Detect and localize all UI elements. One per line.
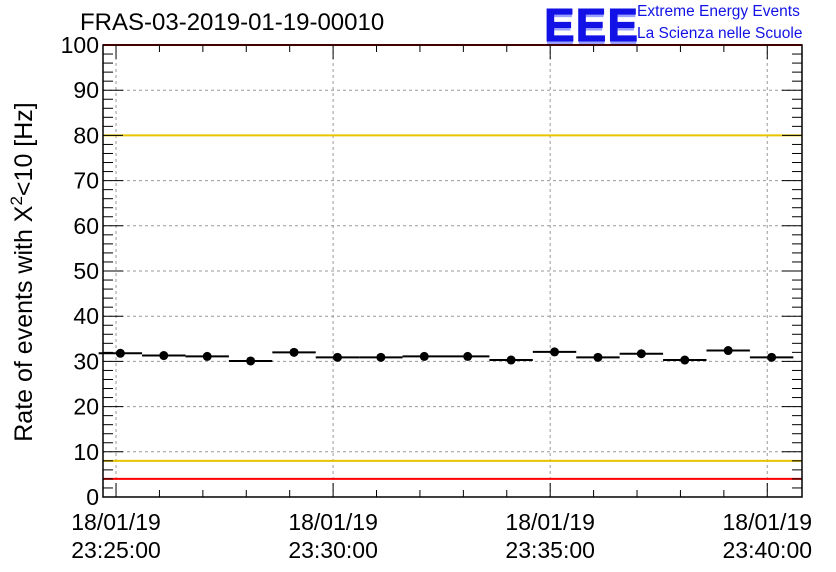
x-tick-date-label: 18/01/19 [288,509,378,535]
x-tick-time-label: 23:30:00 [288,537,378,563]
y-tick-label: 0 [86,484,99,510]
logo-subtitle-2: La Scienza nelle Scuole [637,25,803,42]
reference-lines [103,44,802,480]
y-tick-label: 100 [61,32,99,58]
y-tick-label: 50 [73,258,99,284]
data-point [723,346,733,356]
y-tick-label: 10 [73,439,99,465]
data-point [202,351,212,361]
y-tick-label: 70 [73,168,99,194]
x-tick-time-label: 23:35:00 [505,537,595,563]
data-series [98,346,794,366]
y-tick-label: 20 [73,394,99,420]
y-axis-title: Rate of events with X2<10 [Hz] [7,102,38,442]
eee-logo: EEE Extreme Energy Events La Scienza nel… [543,0,836,52]
x-tick-time-label: 23:25:00 [71,537,161,563]
data-point [376,352,386,362]
data-point [636,349,646,359]
data-point [289,347,299,357]
logo-subtitle-1: Extreme Energy Events [637,3,800,20]
y-axis-title-superscript: 2 [7,196,26,205]
data-point [593,352,603,362]
x-tick-date-label: 18/01/19 [723,509,813,535]
y-tick-label: 80 [73,122,99,148]
data-point [767,352,777,362]
axis-labels: 010203040506070809010018/01/1923:25:0018… [7,32,812,563]
axes [102,44,803,498]
data-point [680,355,690,365]
data-point [159,351,169,361]
y-tick-label: 60 [73,213,99,239]
chart-title: FRAS-03-2019-01-19-00010 [80,9,385,36]
y-tick-label: 40 [73,303,99,329]
y-tick-label: 30 [73,348,99,374]
data-point [332,352,342,362]
x-tick-date-label: 18/01/19 [71,509,161,535]
eee-logo-mark: EEE [543,0,640,52]
data-point [506,355,516,365]
data-point [550,347,560,357]
y-tick-label: 90 [73,77,99,103]
grid-lines [103,45,802,497]
data-point [463,351,473,361]
x-tick-date-label: 18/01/19 [505,509,595,535]
y-axis-title-tail: <10 [Hz] [10,102,38,196]
data-point [115,348,125,358]
data-point [419,351,429,361]
x-tick-time-label: 23:40:00 [723,537,813,563]
data-point [246,356,256,366]
y-axis-title-main: Rate of events with X [10,205,38,442]
